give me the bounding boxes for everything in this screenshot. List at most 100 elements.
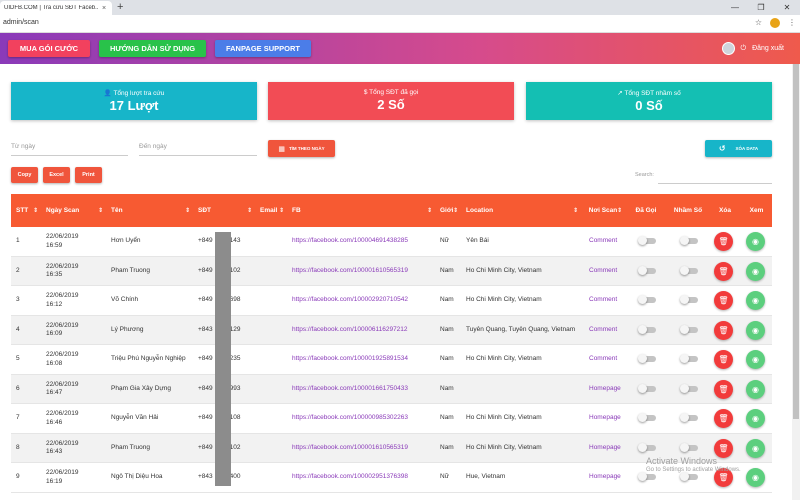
- wrong-number-toggle[interactable]: [680, 472, 698, 481]
- cell-source[interactable]: Homepage: [584, 463, 628, 492]
- guide-button[interactable]: HƯỚNG DẪN SỬ DỤNG: [99, 40, 206, 57]
- fb-link[interactable]: https://facebook.com/100001610565319: [292, 443, 409, 451]
- url-text[interactable]: admin/scan: [3, 19, 39, 26]
- source-link[interactable]: Homepage: [589, 473, 621, 481]
- avatar[interactable]: [721, 42, 735, 55]
- fb-link[interactable]: https://facebook.com/100004691438285: [292, 237, 409, 245]
- sort-icon[interactable]: ⇕: [97, 208, 103, 214]
- called-toggle[interactable]: [638, 295, 656, 304]
- fb-link[interactable]: https://facebook.com/100001925891534: [292, 355, 409, 363]
- buy-plan-button[interactable]: MUA GÓI CƯỚC: [8, 40, 90, 57]
- cell-source[interactable]: Comment: [584, 286, 628, 315]
- view-button[interactable]: ◉: [746, 468, 765, 487]
- cell-fb-link[interactable]: https://facebook.com/100000985302263: [287, 404, 435, 433]
- table-row[interactable]: 6 22/06/2019 16:47 Phạm Gia Xây Dựng +849 993…: [11, 374, 772, 404]
- extension-icon[interactable]: [770, 18, 780, 28]
- column-header-ten[interactable]: Tên ⇕: [106, 194, 193, 227]
- view-button[interactable]: ◉: [746, 261, 765, 281]
- source-link[interactable]: Homepage: [589, 414, 621, 422]
- cell-fb-link[interactable]: https://facebook.com/100001610565319: [287, 434, 435, 463]
- star-icon[interactable]: ☆: [754, 18, 762, 27]
- column-header-ngay-scan[interactable]: Ngày Scan ⇕: [41, 194, 106, 227]
- close-window-button[interactable]: ✕: [783, 3, 791, 12]
- column-header-xoa[interactable]: Xóa: [709, 194, 741, 227]
- column-header-location[interactable]: Location ⇕: [461, 194, 581, 227]
- fb-link[interactable]: https://facebook.com/100001610565319: [292, 266, 409, 274]
- delete-button[interactable]: 🗑: [714, 409, 733, 428]
- maximize-button[interactable]: ❐: [757, 3, 765, 12]
- cell-fb-link[interactable]: https://facebook.com/100006116297212: [287, 316, 435, 345]
- scrollbar-thumb[interactable]: [793, 64, 799, 419]
- column-header-da-goi[interactable]: Đã Gọi: [625, 194, 667, 227]
- sort-icon[interactable]: ⇕: [246, 208, 252, 214]
- called-toggle[interactable]: [638, 354, 656, 363]
- wrong-number-toggle[interactable]: [680, 442, 698, 452]
- page-scrollbar[interactable]: [792, 64, 800, 500]
- cell-fb-link[interactable]: https://facebook.com/100001661750433: [287, 375, 435, 404]
- cell-source[interactable]: Comment: [584, 257, 628, 286]
- called-toggle[interactable]: [638, 442, 656, 452]
- fb-link[interactable]: https://facebook.com/100006116297212: [292, 325, 408, 333]
- fanpage-support-button[interactable]: FANPAGE SUPPORT: [215, 40, 311, 57]
- column-header-stt[interactable]: STT ⇕: [11, 194, 41, 227]
- table-row[interactable]: 8 22/06/2019 16:43 Pham Truong +849 102 https:…: [11, 433, 772, 463]
- to-date-input[interactable]: Đến ngày: [139, 141, 257, 156]
- source-link[interactable]: Comment: [589, 237, 618, 245]
- table-row[interactable]: 7 22/06/2019 16:46 Nguyễn Văn Hải +849 108 htt…: [11, 404, 772, 434]
- minimize-button[interactable]: —: [731, 3, 739, 12]
- cell-fb-link[interactable]: https://facebook.com/100004691438285: [287, 227, 435, 256]
- table-row[interactable]: 5 22/06/2019 16:08 Triệu Phú Nguyễn Nghiệp +…: [11, 345, 772, 375]
- view-button[interactable]: ◉: [746, 232, 765, 251]
- view-button[interactable]: ◉: [746, 350, 765, 369]
- cell-fb-link[interactable]: https://facebook.com/100002920710542: [287, 286, 435, 315]
- cell-source[interactable]: Comment: [584, 345, 628, 374]
- table-row[interactable]: 2 22/06/2019 16:35 Pham Truong +849 102 https:…: [11, 256, 772, 286]
- column-header-xem[interactable]: Xem: [741, 194, 772, 227]
- wrong-number-toggle[interactable]: [680, 295, 698, 304]
- sort-icon[interactable]: ⇕: [572, 208, 578, 214]
- delete-button[interactable]: 🗑: [714, 438, 733, 458]
- table-row[interactable]: 1 22/06/2019 16:59 Hơn Uyển +849 143 https://f…: [11, 227, 772, 257]
- fb-link[interactable]: https://facebook.com/100000985302263: [292, 414, 409, 422]
- cell-fb-link[interactable]: https://facebook.com/100001925891534: [287, 345, 435, 374]
- cell-source[interactable]: Comment: [584, 227, 628, 256]
- called-toggle[interactable]: [638, 324, 656, 334]
- wrong-number-toggle[interactable]: [680, 324, 698, 334]
- called-toggle[interactable]: [638, 383, 656, 393]
- column-header-nham-so[interactable]: Nhầm Số: [667, 194, 709, 227]
- fb-link[interactable]: https://facebook.com/100002920710542: [292, 296, 409, 304]
- cell-source[interactable]: Homepage: [584, 404, 628, 433]
- source-link[interactable]: Comment: [589, 325, 618, 333]
- filter-by-date-button[interactable]: ▦ TÌM THEO NGÀY: [268, 140, 335, 157]
- column-header-fb[interactable]: FB ⇕: [287, 194, 435, 227]
- column-header-sdt[interactable]: SĐT ⇕: [193, 194, 255, 227]
- column-header-email[interactable]: Email ⇕: [255, 194, 287, 227]
- wrong-number-toggle[interactable]: [680, 413, 698, 422]
- cell-fb-link[interactable]: https://facebook.com/100001610565319: [287, 257, 435, 286]
- sort-icon[interactable]: ⇕: [184, 208, 190, 214]
- fb-link[interactable]: https://facebook.com/100002951376398: [292, 473, 409, 481]
- cell-source[interactable]: Homepage: [584, 434, 628, 463]
- delete-button[interactable]: 🗑: [714, 320, 733, 340]
- sort-icon[interactable]: ⇕: [32, 208, 38, 214]
- called-toggle[interactable]: [638, 413, 656, 422]
- source-link[interactable]: Comment: [589, 266, 618, 274]
- called-toggle[interactable]: [638, 265, 656, 275]
- new-tab-button[interactable]: +: [117, 1, 124, 13]
- delete-button[interactable]: 🗑: [714, 468, 733, 487]
- called-toggle[interactable]: [638, 236, 656, 245]
- delete-button[interactable]: 🗑: [714, 379, 733, 399]
- source-link[interactable]: Homepage: [589, 443, 621, 451]
- power-icon[interactable]: ⏻: [740, 44, 747, 52]
- delete-button[interactable]: 🗑: [714, 232, 733, 251]
- column-header-gioi[interactable]: Giới ⇕: [435, 194, 461, 227]
- copy-button[interactable]: Copy: [11, 167, 38, 183]
- view-button[interactable]: ◉: [746, 320, 765, 340]
- clear-data-button[interactable]: ↺ XÓA DATA: [705, 140, 772, 157]
- cell-source[interactable]: Comment: [584, 316, 628, 345]
- view-button[interactable]: ◉: [746, 438, 765, 458]
- sort-icon[interactable]: ⇕: [278, 208, 284, 214]
- table-row[interactable]: 9 22/06/2019 16:19 Ngô Thị Diệu Hoa +843 400 h…: [11, 463, 772, 493]
- menu-icon[interactable]: ⋮: [788, 18, 796, 27]
- delete-button[interactable]: 🗑: [714, 350, 733, 369]
